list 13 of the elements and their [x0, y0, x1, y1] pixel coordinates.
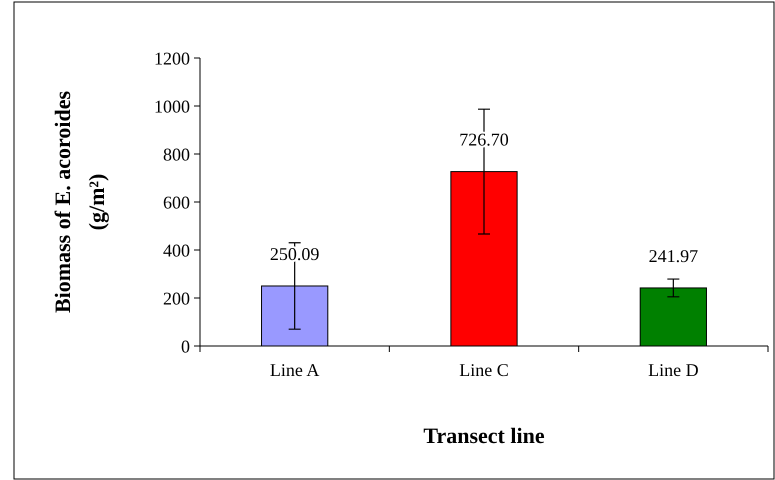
- y-tick-label: 0: [181, 336, 190, 356]
- y-axis-title: Biomass of E. acoroides (g/m²): [50, 90, 109, 314]
- y-tick-label: 200: [163, 288, 190, 308]
- y-tick-label: 400: [163, 240, 190, 260]
- data-label: 241.97: [648, 246, 698, 266]
- y-tick-label: 800: [163, 144, 190, 164]
- x-tick-label: Line D: [648, 360, 699, 380]
- x-tick-label: Line A: [270, 360, 320, 380]
- y-tick-label: 1000: [154, 96, 190, 116]
- y-tick-label: 600: [163, 192, 190, 212]
- x-tick-label: Line C: [459, 360, 509, 380]
- y-tick-label: 1200: [154, 48, 190, 68]
- x-axis-title: Transect line: [423, 423, 545, 448]
